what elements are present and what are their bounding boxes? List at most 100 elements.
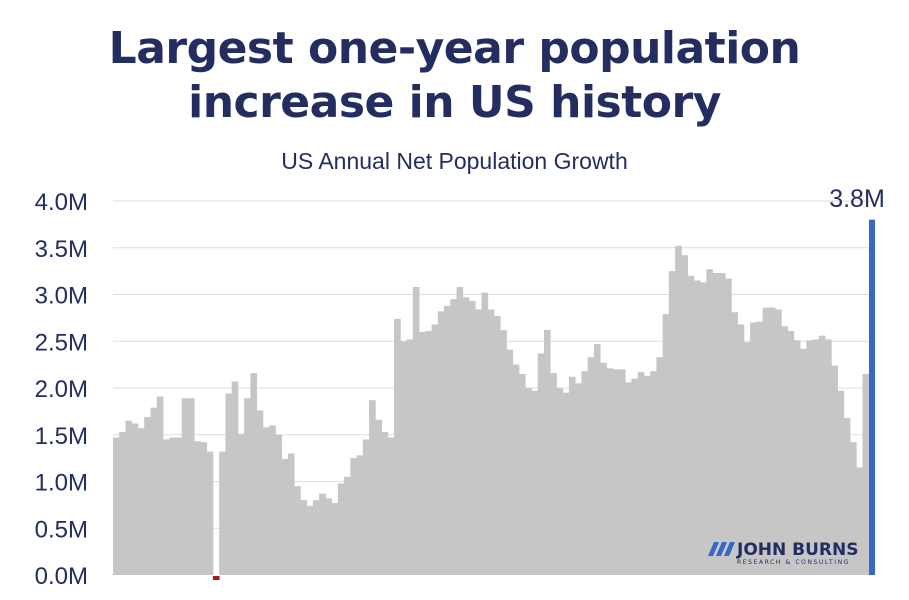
bar xyxy=(537,353,545,575)
bar xyxy=(169,437,176,575)
bar xyxy=(487,309,495,575)
bar xyxy=(675,245,682,575)
bar xyxy=(700,282,707,575)
bar xyxy=(156,396,164,575)
highlight-value-label: 3.8M xyxy=(829,185,885,213)
bar xyxy=(793,340,801,575)
bar xyxy=(843,417,851,575)
bar xyxy=(437,311,445,575)
bar xyxy=(456,287,464,575)
bar xyxy=(256,410,264,575)
bar xyxy=(231,381,239,575)
bar xyxy=(187,398,195,575)
bar xyxy=(275,434,283,575)
bar xyxy=(756,321,763,575)
bar xyxy=(113,437,120,575)
bar xyxy=(431,324,439,575)
bar xyxy=(518,373,526,575)
bar xyxy=(600,362,607,575)
bar xyxy=(394,318,401,575)
bar xyxy=(337,483,345,575)
bar xyxy=(381,431,389,575)
bar xyxy=(425,330,432,575)
bar xyxy=(768,307,776,575)
y-tick-label: 1.5M xyxy=(35,423,88,450)
bar xyxy=(225,393,233,575)
bar xyxy=(662,314,670,575)
bar xyxy=(806,340,813,575)
bar xyxy=(475,309,482,575)
bar xyxy=(556,388,564,575)
bar xyxy=(712,273,720,575)
bar xyxy=(525,388,532,575)
bar xyxy=(144,416,151,575)
bar xyxy=(194,441,201,575)
bar xyxy=(568,376,576,575)
bar xyxy=(618,369,626,575)
logo-tagline: RESEARCH & CONSULTING xyxy=(737,559,850,566)
bar xyxy=(481,292,489,575)
bar xyxy=(862,373,870,575)
bar xyxy=(637,372,645,575)
bar xyxy=(725,278,732,575)
bar xyxy=(119,431,126,575)
y-tick-label: 4.0M xyxy=(35,189,88,216)
y-tick-label: 2.0M xyxy=(35,376,88,403)
bar xyxy=(219,451,226,575)
bar xyxy=(587,357,595,575)
bar xyxy=(150,407,158,575)
bar xyxy=(462,297,470,575)
bar xyxy=(668,271,676,576)
bar xyxy=(718,273,726,575)
bar xyxy=(200,442,208,575)
bar xyxy=(175,437,183,575)
bar xyxy=(762,307,770,575)
bar xyxy=(319,493,326,575)
bar xyxy=(131,423,139,575)
bar xyxy=(356,455,364,575)
bar xyxy=(737,324,745,575)
bar xyxy=(250,373,258,575)
bar xyxy=(281,459,289,575)
bar xyxy=(531,390,539,575)
bar xyxy=(325,498,333,575)
y-tick-label: 2.5M xyxy=(35,329,88,356)
bar xyxy=(581,371,589,575)
bar xyxy=(543,330,551,575)
y-tick-label: 3.0M xyxy=(35,283,88,310)
bar xyxy=(331,503,339,575)
bar xyxy=(750,322,757,575)
bar xyxy=(775,309,782,575)
bar xyxy=(562,392,570,575)
bar xyxy=(681,255,689,576)
bar xyxy=(406,339,414,575)
bar xyxy=(512,364,520,576)
bar xyxy=(500,330,507,575)
bar xyxy=(625,382,632,575)
bar xyxy=(743,342,751,575)
chart-subtitle: US Annual Net Population Growth xyxy=(281,148,628,174)
bar xyxy=(612,369,620,575)
bar xyxy=(306,505,314,575)
bar xyxy=(206,451,214,575)
bar xyxy=(818,335,826,575)
bar xyxy=(419,331,426,575)
bar xyxy=(412,287,420,575)
negative-bar xyxy=(212,576,220,580)
bar xyxy=(856,467,863,575)
bar xyxy=(837,390,845,575)
bar xyxy=(575,383,582,575)
bar xyxy=(262,427,270,575)
bar xyxy=(244,398,251,575)
bar xyxy=(781,326,788,575)
y-tick-label: 0.0M xyxy=(35,563,88,590)
bar xyxy=(643,375,651,575)
bar xyxy=(400,341,407,575)
bar xyxy=(300,500,308,575)
bar xyxy=(706,269,714,575)
bars xyxy=(113,219,875,580)
bar xyxy=(693,280,701,575)
y-tick-label: 0.5M xyxy=(35,516,88,543)
bar xyxy=(687,275,695,575)
bar xyxy=(287,453,295,575)
